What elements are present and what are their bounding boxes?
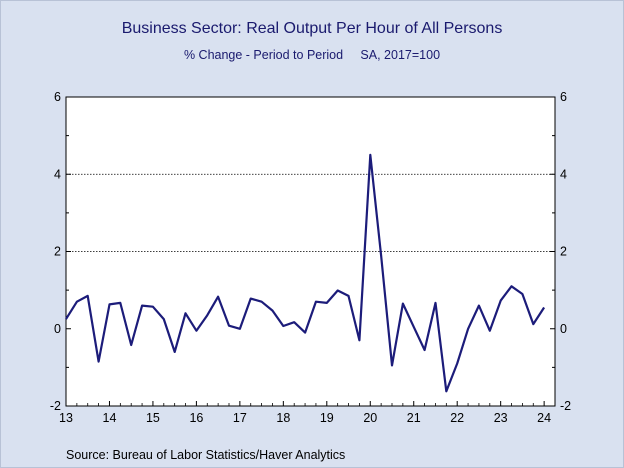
y-tick-label-right: 6 (560, 90, 567, 104)
source-note: Source: Bureau of Labor Statistics/Haver… (66, 448, 346, 462)
x-tick-label: 20 (363, 411, 377, 425)
y-tick-label-right: -2 (560, 399, 571, 413)
x-tick-label: 13 (59, 411, 73, 425)
x-tick-label: 14 (103, 411, 117, 425)
y-tick-label-left: 6 (54, 90, 61, 104)
chart-subtitle: % Change - Period to Period SA, 2017=100 (183, 48, 441, 62)
chart-title: Business Sector: Real Output Per Hour of… (121, 20, 503, 37)
y-tick-label-left: 2 (54, 245, 61, 259)
x-tick-label: 19 (320, 411, 334, 425)
y-tick-label-left: 0 (54, 322, 61, 336)
x-tick-label: 22 (450, 411, 464, 425)
x-tick-label: 17 (233, 411, 247, 425)
y-tick-label-left: -2 (50, 399, 61, 413)
x-tick-label: 16 (189, 411, 203, 425)
x-tick-label: 18 (276, 411, 290, 425)
x-tick-label: 15 (146, 411, 160, 425)
x-tick-label: 24 (537, 411, 551, 425)
y-tick-label-left: 4 (54, 167, 61, 181)
y-tick-label-right: 2 (560, 245, 567, 259)
x-tick-label: 23 (494, 411, 508, 425)
y-tick-label-right: 4 (560, 167, 567, 181)
x-tick-label: 21 (407, 411, 421, 425)
y-tick-label-right: 0 (560, 322, 567, 336)
